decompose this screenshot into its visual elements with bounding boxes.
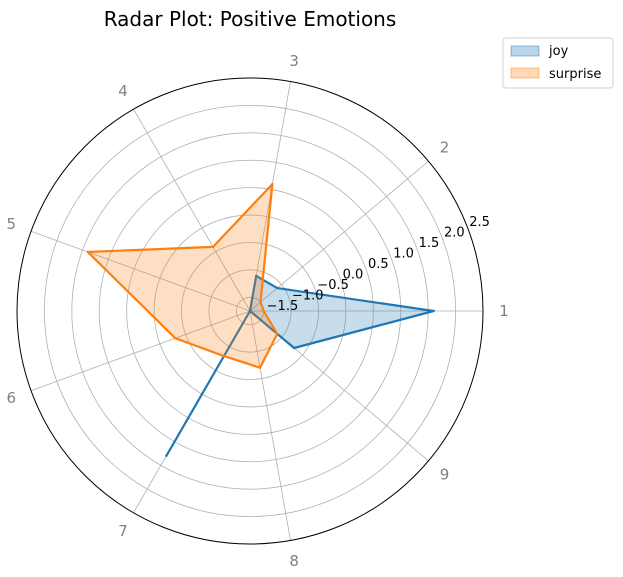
category-label: 6	[7, 389, 17, 407]
grid-spoke	[30, 310, 251, 392]
category-label: 8	[289, 552, 299, 570]
polar-frame	[16, 77, 484, 545]
radial-tick-label: 0.0	[343, 267, 364, 282]
legend-swatch-joy	[510, 45, 540, 57]
radar-labels: 1 2 3 4 5 6 7 8 9 −1.5−1.0−0.50.0 0.5 1.0 1.5 2.0 2.5	[7, 52, 509, 570]
legend-label-surprise: surprise	[549, 67, 601, 82]
radial-tick-label: −1.0	[292, 288, 324, 303]
data-point-surprise	[86, 250, 89, 254]
grid-spoke	[30, 230, 251, 312]
data-point-surprise	[222, 354, 226, 358]
data-point-surprise	[259, 300, 262, 304]
radar-series	[86, 182, 435, 458]
category-label: 4	[118, 82, 128, 100]
category-label: 5	[7, 215, 17, 233]
radial-tick-label: −0.5	[317, 278, 349, 293]
grid-spoke	[249, 160, 429, 312]
series-line-joy	[165, 274, 435, 457]
data-point-surprise	[174, 336, 177, 340]
category-label: 1	[499, 302, 509, 320]
radial-tick-label: 1.5	[419, 236, 440, 251]
data-point-joy	[276, 286, 279, 290]
category-label: 2	[440, 139, 450, 157]
radial-tick-label: 2.0	[444, 225, 465, 240]
grid-spoke	[133, 109, 251, 312]
legend-frame	[502, 37, 614, 89]
radial-tick-label: −1.5	[267, 299, 299, 314]
grid-spoke	[249, 310, 291, 541]
data-point-surprise	[258, 366, 262, 369]
chart-title: Radar Plot: Positive Emotions	[104, 7, 397, 31]
data-point-surprise	[276, 332, 279, 336]
radial-tick-label: 0.5	[368, 257, 389, 272]
data-point-surprise	[262, 309, 265, 313]
radial-tick-label: 1.0	[393, 246, 414, 261]
data-point-surprise	[211, 245, 215, 249]
category-label: 9	[440, 465, 450, 483]
legend: joy surprise	[502, 37, 614, 89]
data-point-surprise	[271, 182, 274, 186]
series-fill-joy	[166, 275, 434, 456]
category-label: 3	[289, 52, 299, 70]
data-point-joy	[292, 346, 296, 350]
data-point-joy	[165, 454, 168, 458]
data-point-joy	[254, 274, 258, 278]
legend-label-joy: joy	[548, 44, 569, 59]
legend-swatch-surprise	[510, 67, 540, 79]
radial-tick-label: 2.5	[469, 215, 490, 230]
radar-grid	[16, 77, 484, 545]
data-point-joy	[432, 309, 435, 313]
category-label: 7	[118, 522, 128, 540]
series-line-surprise	[86, 183, 279, 369]
data-point-joy	[248, 309, 252, 313]
